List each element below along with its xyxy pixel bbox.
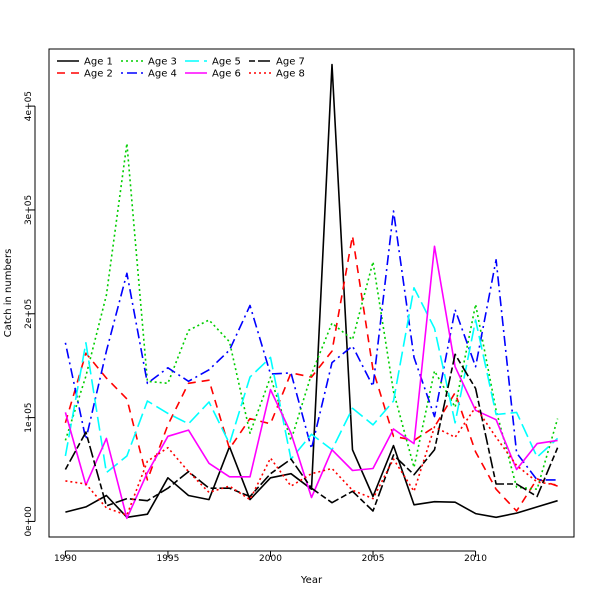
series-line-age-2 — [64, 235, 558, 512]
series-line-age-8 — [65, 406, 558, 517]
x-tick-label: 2000 — [259, 554, 282, 564]
y-axis: 0e+00 1e+05 2e+05 3e+05 4e+05 — [24, 91, 36, 537]
y-axis-label: Catch in numbers — [3, 249, 14, 338]
x-axis-label: Year — [300, 575, 323, 586]
legend-label: Age 3 — [148, 57, 177, 68]
legend-item-age-6: Age 6 — [185, 69, 241, 80]
series-line-age-6 — [64, 245, 558, 520]
series-line-age-7 — [64, 353, 559, 512]
series-line-age-4 — [64, 210, 558, 481]
legend-item-age-1: Age 1 — [57, 57, 113, 68]
series-line-age-3 — [64, 142, 559, 491]
legend-label: Age 1 — [84, 57, 113, 68]
series-line-age-5 — [64, 286, 559, 474]
legend-label: Age 6 — [212, 69, 241, 80]
legend-label: Age 7 — [276, 57, 305, 68]
legend-item-age-8: Age 8 — [249, 69, 305, 80]
y-tick-label: 0e+00 — [24, 506, 34, 537]
legend-label: Age 4 — [148, 69, 177, 80]
series-line-age-1 — [65, 63, 558, 519]
x-tick-label: 2010 — [464, 554, 487, 564]
legend-item-age-4: Age 4 — [121, 69, 177, 80]
x-tick-label: 1995 — [156, 554, 179, 564]
y-tick-label: 4e+05 — [24, 91, 34, 121]
legend-item-age-7: Age 7 — [249, 57, 305, 68]
plot-frame — [48, 48, 575, 538]
legend-label: Age 8 — [276, 69, 305, 80]
legend-item-age-5: Age 5 — [185, 57, 241, 68]
legend-label: Age 5 — [212, 57, 241, 68]
y-tick-label: 3e+05 — [24, 195, 34, 225]
legend-label: Age 2 — [84, 69, 113, 80]
legend-item-age-2: Age 2 — [57, 69, 113, 80]
y-tick-label: 1e+05 — [24, 402, 34, 432]
series-layer — [64, 63, 559, 520]
x-tick-label: 1990 — [54, 554, 77, 564]
y-tick-label: 2e+05 — [24, 299, 34, 329]
x-tick-label: 2005 — [362, 554, 385, 564]
legend-item-age-3: Age 3 — [121, 57, 177, 68]
x-axis: 1990 1995 2000 2005 2010 — [54, 550, 487, 564]
